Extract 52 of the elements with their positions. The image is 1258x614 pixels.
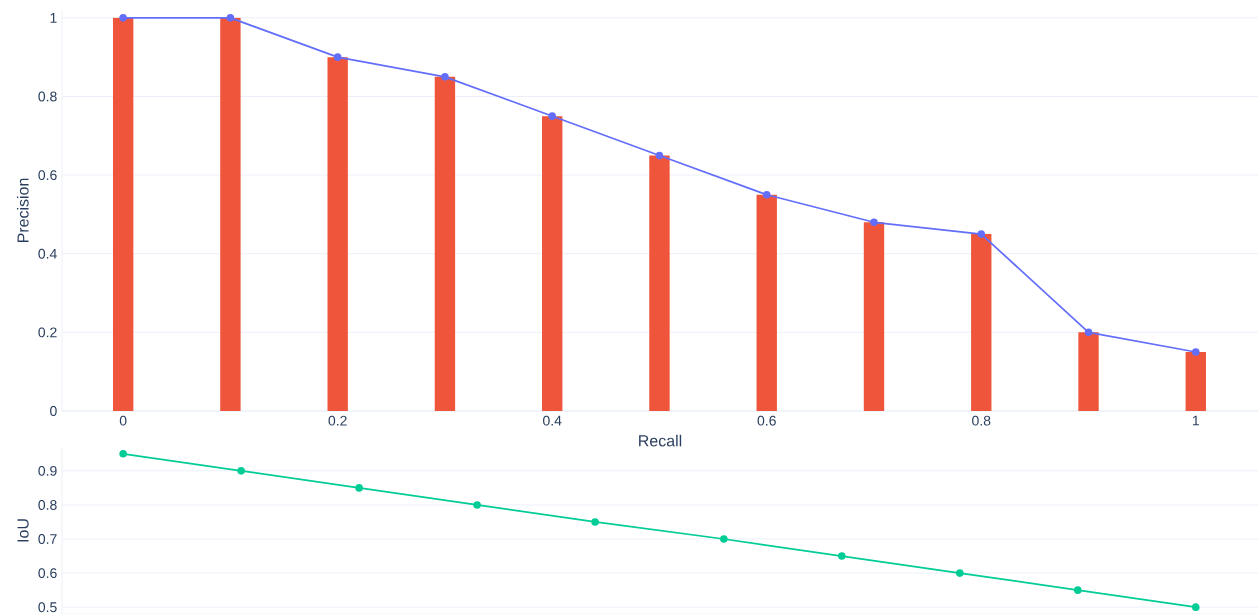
- point: [762, 190, 771, 199]
- point: [977, 230, 986, 238]
- y-tick-label: 0.8: [38, 91, 57, 102]
- bar: [1185, 352, 1206, 411]
- point: [1191, 348, 1200, 356]
- x-tick-label: 0.4: [543, 415, 562, 426]
- point: [441, 73, 449, 81]
- x-tick-label: 1: [1192, 415, 1199, 426]
- bar: [756, 194, 777, 411]
- bar: [649, 155, 670, 411]
- point: [237, 467, 245, 475]
- bar: [863, 222, 885, 411]
- bar: [542, 116, 563, 411]
- bar: [220, 17, 241, 411]
- point: [226, 14, 235, 22]
- y-tick-label: 0.6: [38, 170, 57, 181]
- x-tick-label: 0.2: [328, 415, 347, 426]
- point: [720, 535, 728, 543]
- point: [333, 53, 342, 61]
- x-axis-title: Recall: [639, 434, 682, 447]
- x-tick-label: 0.8: [972, 415, 991, 426]
- y-tick-label: 0.9: [38, 465, 57, 476]
- point: [548, 112, 557, 120]
- point: [473, 501, 481, 509]
- point: [1084, 328, 1093, 337]
- y-tick-label: 0.8: [38, 499, 57, 510]
- x-tick-label: 0.6: [757, 415, 776, 426]
- bar: [434, 76, 456, 411]
- bar: [1078, 332, 1099, 411]
- point: [1073, 586, 1082, 594]
- point: [838, 552, 846, 560]
- x-tick-label: 0: [119, 415, 127, 426]
- point: [591, 518, 599, 526]
- y-tick-label: 0: [50, 406, 57, 416]
- point: [119, 450, 127, 458]
- point: [870, 218, 878, 227]
- y-axis-title: Precision: [16, 178, 29, 243]
- bar: [971, 234, 992, 411]
- point: [1191, 603, 1200, 611]
- y-tick-label: 0.5: [38, 602, 57, 613]
- y-tick-label: 0.6: [38, 568, 57, 579]
- y-tick-label: 1: [50, 13, 57, 23]
- y-tick-label: 0.7: [38, 534, 57, 544]
- point: [956, 569, 964, 577]
- y-tick-label: 0.4: [38, 248, 57, 259]
- point: [355, 484, 363, 492]
- y-tick-label: 0.2: [38, 327, 57, 338]
- y-axis-title: IoU: [17, 519, 29, 542]
- bar: [327, 57, 348, 411]
- bar: [112, 17, 134, 411]
- point: [655, 151, 664, 160]
- point: [119, 14, 127, 22]
